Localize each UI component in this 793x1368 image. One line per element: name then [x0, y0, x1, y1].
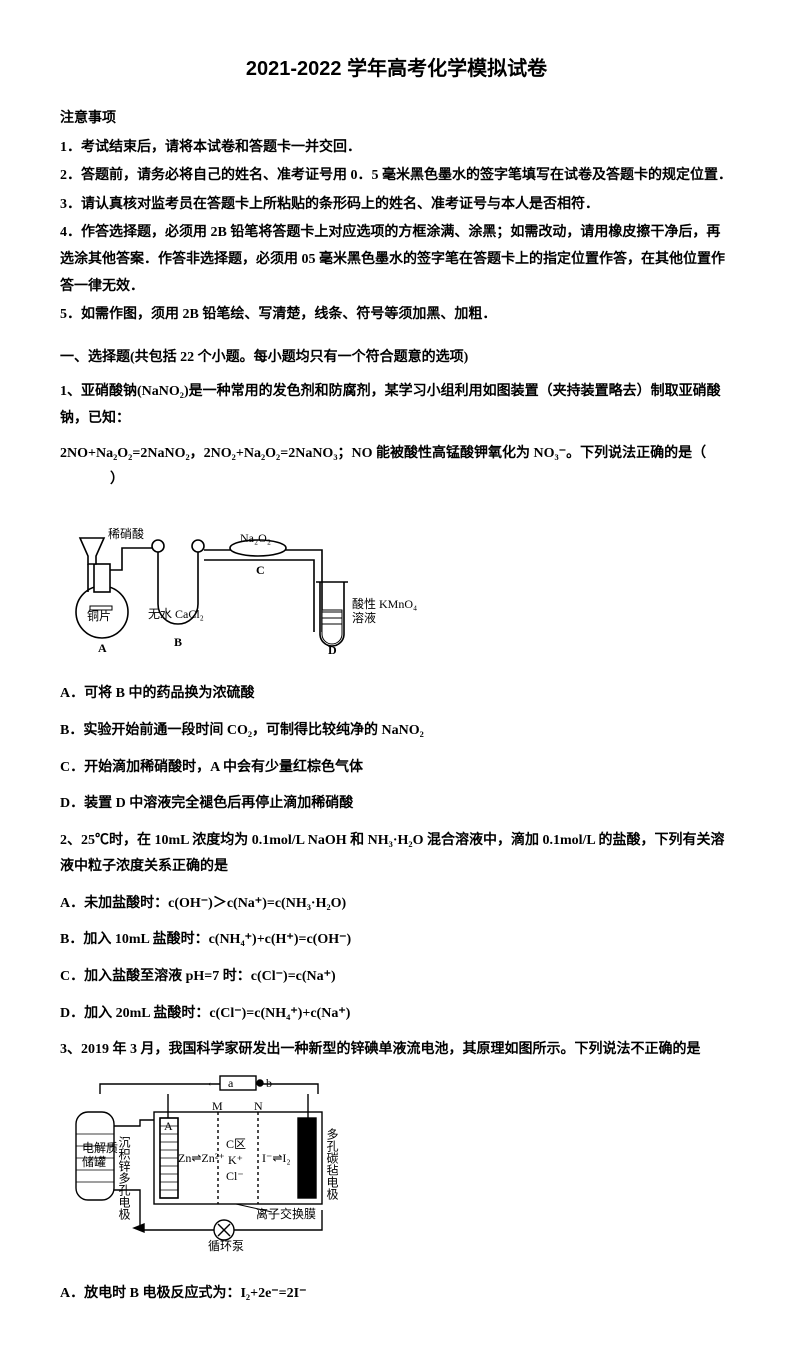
q3-figure: ← a b 电解质 储罐 沉积锌多孔电极 多孔碳毡电极 A B M N Zn⇌Z… [60, 1072, 733, 1268]
svg-text:A: A [98, 641, 107, 655]
svg-text:Zn⇌Zn²⁺: Zn⇌Zn²⁺ [178, 1151, 225, 1165]
svg-text:a: a [228, 1076, 234, 1090]
svg-text:N: N [254, 1099, 263, 1113]
q1-option-a: A．可将 B 中的药品换为浓硫酸 [60, 681, 733, 708]
svg-text:I⁻⇌I₂: I⁻⇌I₂ [262, 1151, 291, 1165]
q1-option-d: D．装置 D 中溶液完全褪色后再停止滴加稀硝酸 [60, 791, 733, 818]
page-title: 2021-2022 学年高考化学模拟试卷 [60, 50, 733, 88]
instructions-header: 注意事项 [60, 106, 733, 133]
svg-text:离子交换膜: 离子交换膜 [256, 1206, 316, 1221]
svg-text:C区: C区 [226, 1137, 246, 1151]
svg-text:铜片: 铜片 [87, 608, 111, 623]
svg-text:M: M [212, 1099, 223, 1113]
instruction-1: 1．考试结束后，请将本试卷和答题卡一并交回． [60, 135, 733, 162]
q2-option-a: A．未加盐酸时：c(OH⁻)＞c(Na⁺)=c(NH₃·H₂O) [60, 891, 733, 918]
svg-text:溶液: 溶液 [352, 610, 376, 625]
q2-option-b: B．加入 10mL 盐酸时：c(NH₄⁺)+c(H⁺)=c(OH⁻) [60, 927, 733, 954]
svg-text:D: D [328, 643, 337, 657]
q1-stem-b: 2NO+Na₂O₂=2NaNO₂，2NO₂+Na₂O₂=2NaNO₃；NO 能被… [60, 441, 733, 494]
svg-text:B: B [303, 1119, 311, 1133]
svg-text:无水 CaCl₂: 无水 CaCl₂ [148, 607, 204, 621]
svg-text:稀硝酸: 稀硝酸 [108, 526, 144, 541]
q2-stem: 2、25℃时，在 10mL 浓度均为 0.1mol/L NaOH 和 NH₃·H… [60, 828, 733, 881]
svg-text:循环泵: 循环泵 [208, 1239, 244, 1253]
svg-text:电解质: 电解质 [82, 1141, 118, 1155]
q1-stem-b-text: 2NO+Na₂O₂=2NaNO₂，2NO₂+Na₂O₂=2NaNO₃；NO 能被… [60, 446, 706, 461]
svg-text:B: B [174, 635, 182, 649]
q3-option-a: A．放电时 B 电极反应式为：I₂+2e⁻=2I⁻ [60, 1281, 733, 1308]
svg-text:Cl⁻: Cl⁻ [226, 1169, 244, 1183]
svg-text:Na₂O₂: Na₂O₂ [240, 531, 271, 545]
section-heading: 一、选择题(共包括 22 个小题。每小题均只有一个符合题意的选项) [60, 345, 733, 372]
svg-text:b: b [266, 1076, 272, 1090]
q1-stem-a: 1、亚硝酸钠(NaNO₂)是一种常用的发色剂和防腐剂，某学习小组利用如图装置（夹… [60, 379, 733, 432]
q2-option-d: D．加入 20mL 盐酸时：c(Cl⁻)=c(NH₄⁺)+c(Na⁺) [60, 1001, 733, 1028]
q3-stem: 3、2019 年 3 月，我国科学家研发出一种新型的锌碘单液流电池，其原理如图所… [60, 1037, 733, 1064]
battery-diagram-icon: ← a b 电解质 储罐 沉积锌多孔电极 多孔碳毡电极 A B M N Zn⇌Z… [60, 1072, 390, 1257]
instruction-2: 2．答题前，请务必将自己的姓名、准考证号用 0．5 毫米黑色墨水的签字笔填写在试… [60, 163, 733, 190]
q1-stem-c-text: ） [110, 472, 124, 487]
svg-text:←: ← [206, 1075, 218, 1089]
instruction-4: 4．作答选择题，必须用 2B 铅笔将答题卡上对应选项的方框涂满、涂黑；如需改动，… [60, 220, 733, 300]
q1-figure: 稀硝酸 Na₂O₂ 铜片 无水 CaCl₂ 酸性 KMnO₄ 溶液 A B C … [60, 502, 733, 668]
svg-text:酸性 KMnO₄: 酸性 KMnO₄ [352, 596, 417, 611]
svg-text:C: C [256, 563, 265, 577]
q1-option-b: B．实验开始前通一段时间 CO₂，可制得比较纯净的 NaNO₂ [60, 718, 733, 745]
svg-text:多孔碳毡电极: 多孔碳毡电极 [325, 1127, 339, 1199]
svg-text:A: A [164, 1119, 173, 1133]
svg-text:储罐: 储罐 [82, 1154, 106, 1169]
svg-text:沉积锌多孔电极: 沉积锌多孔电极 [117, 1135, 131, 1219]
q2-option-c: C．加入盐酸至溶液 pH=7 时：c(Cl⁻)=c(Na⁺) [60, 964, 733, 991]
svg-text:K⁺: K⁺ [228, 1153, 243, 1167]
apparatus-diagram-icon: 稀硝酸 Na₂O₂ 铜片 无水 CaCl₂ 酸性 KMnO₄ 溶液 A B C … [60, 502, 430, 657]
instruction-5: 5．如需作图，须用 2B 铅笔绘、写清楚，线条、符号等须加黑、加粗． [60, 302, 733, 329]
instruction-3: 3．请认真核对监考员在答题卡上所粘贴的条形码上的姓名、准考证号与本人是否相符． [60, 192, 733, 219]
q1-option-c: C．开始滴加稀硝酸时，A 中会有少量红棕色气体 [60, 755, 733, 782]
